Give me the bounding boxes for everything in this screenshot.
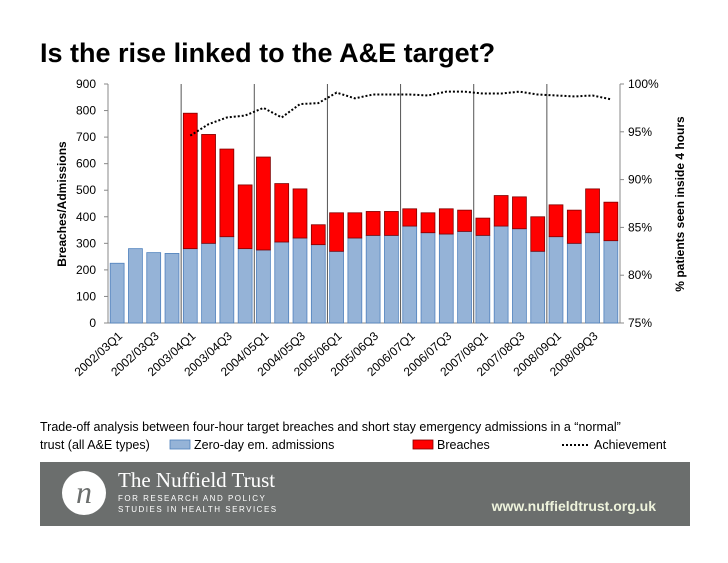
caption: Trade-off analysis between four-hour tar… [40,420,621,434]
bar [201,242,216,324]
logo [62,471,106,515]
bar [146,252,162,324]
bar [274,183,290,243]
bar [256,249,271,324]
chart-title: Is the rise linked to the A&E target? [40,38,495,68]
bar [457,209,472,232]
footer-band [40,462,690,526]
bar [512,228,527,324]
caption: trust (all A&E types) [40,438,150,452]
bar [530,250,546,324]
bar [109,262,125,324]
y-tick-label: 400 [76,210,96,224]
bar [548,204,564,238]
bar [219,236,235,324]
y-tick-label: 100 [76,289,96,303]
bar [548,236,564,324]
logo-glyph: n [76,474,92,510]
legend-swatch [412,439,434,450]
bar [438,233,454,324]
legend-label: Breaches [437,438,490,452]
bar [365,211,381,236]
bar [237,184,253,250]
legend-swatch [169,439,191,450]
bar [384,211,399,236]
y2-tick-label: 75% [628,316,652,330]
bar [420,212,436,234]
bar [493,195,509,227]
y-tick-label: 0 [89,316,96,330]
bar [347,212,363,239]
bar [182,248,198,324]
y2-tick-label: 90% [628,173,652,187]
bar [329,212,344,252]
y-axis-title: Breaches/Admissions [55,141,69,267]
bar [292,237,308,324]
bar [512,196,527,230]
bar [237,248,253,324]
bar [566,209,582,244]
bar [457,230,472,324]
y-tick-label: 900 [76,77,96,91]
bar [128,248,143,324]
bar [603,201,619,242]
y2-tick-label: 100% [628,77,659,91]
bar [530,216,546,252]
bar [365,234,381,324]
bar [475,234,491,324]
bar [182,112,198,250]
bar [310,224,326,246]
y2-tick-label: 85% [628,220,652,234]
y-tick-label: 500 [76,183,96,197]
bar [493,225,509,324]
footer-tagline: FOR RESEARCH AND POLICY [118,494,266,503]
footer-tagline: STUDIES IN HEALTH SERVICES [118,505,278,514]
bar [329,250,344,324]
y2-tick-label: 95% [628,125,652,139]
bar [585,188,600,234]
y-tick-label: 200 [76,263,96,277]
y-tick-label: 600 [76,157,96,171]
legend-label: Achievement [594,438,667,452]
y-tick-label: 300 [76,236,96,250]
y-tick-label: 700 [76,130,96,144]
bar [438,208,454,235]
bar [603,240,619,324]
bar [384,234,399,324]
bar [566,242,582,324]
y-tick-label: 800 [76,104,96,118]
bar [201,134,216,244]
bar [585,232,600,324]
bar [219,148,235,238]
bar [347,237,363,324]
bar [164,253,180,324]
y2-tick-label: 80% [628,268,652,282]
bar [420,232,436,324]
bar [292,188,308,239]
bar [256,156,271,251]
footer-url: www.nuffieldtrust.org.uk [491,498,657,514]
bar [402,208,418,227]
bar [475,217,491,236]
legend-label: Zero-day em. admissions [194,438,334,452]
y2-axis-title: % patients seen inside 4 hours [673,116,687,292]
bar [310,244,326,324]
bar [274,241,290,324]
bar [402,225,418,324]
line [189,90,612,137]
footer-name: The Nuffield Trust [118,468,275,492]
